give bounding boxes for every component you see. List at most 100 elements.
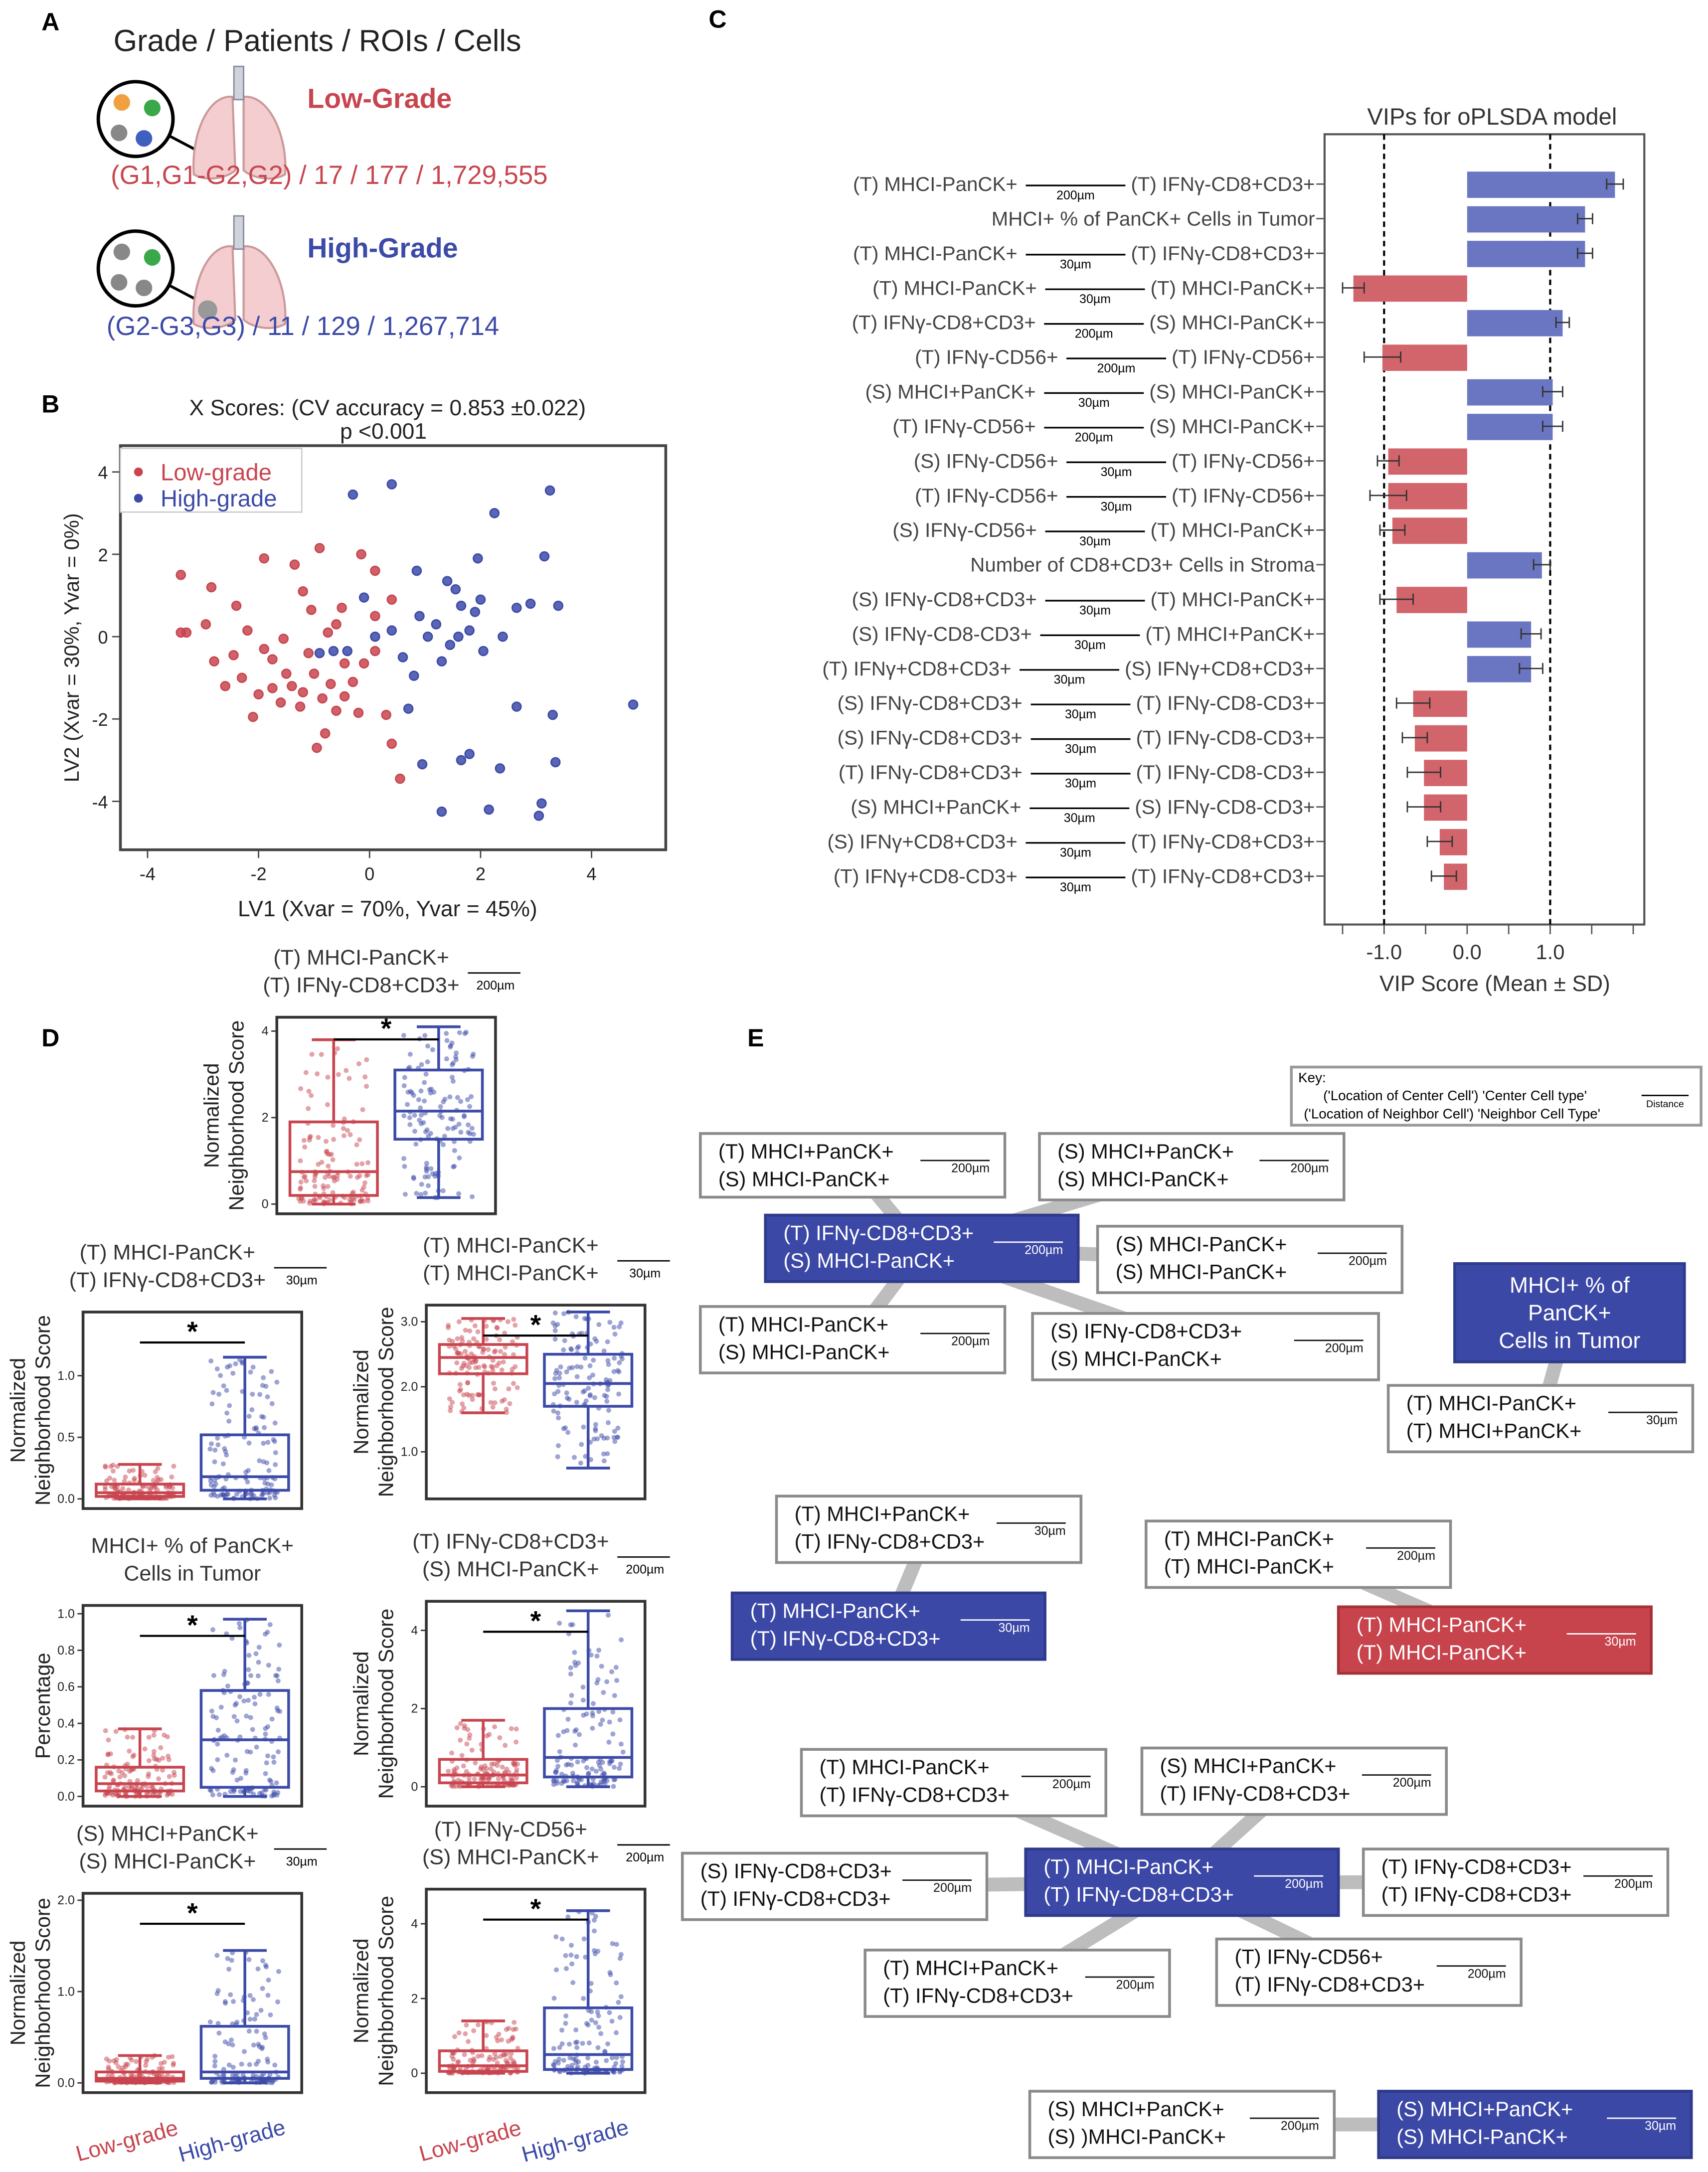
data-point-high — [402, 1075, 407, 1080]
data-point-low — [365, 1172, 371, 1177]
node-line: (T) IFNγ-CD8+CD3+ — [794, 1530, 985, 1554]
data-point-low — [461, 1763, 466, 1769]
vip-label-distance: 30µm — [1079, 292, 1111, 306]
scatter-legend — [120, 448, 303, 513]
data-point-low — [463, 2031, 468, 2036]
data-point-high — [271, 1789, 277, 1795]
low-grade-stats: (G1,G1-G2,G2) / 17 / 177 / 1,729,555 — [111, 161, 547, 190]
data-point-high — [578, 1364, 584, 1370]
data-point-high — [617, 1360, 622, 1365]
data-point-high — [250, 1391, 255, 1397]
data-point-high — [568, 1665, 573, 1671]
significance-star: * — [187, 1316, 198, 1347]
data-point-high — [586, 1385, 591, 1391]
data-point-low — [506, 1386, 512, 1392]
vip-label-distance: 200µm — [1075, 327, 1113, 340]
data-point-low — [511, 2058, 516, 2064]
data-point-low — [330, 1157, 336, 1163]
data-point-high — [620, 1749, 626, 1755]
data-point-high — [470, 1194, 475, 1199]
data-point-low — [354, 1142, 359, 1148]
data-point-high — [263, 1771, 268, 1776]
vip-label-left: (T) IFNγ+CD8-CD3+ — [834, 865, 1018, 887]
box-distance: 30µm — [286, 1854, 318, 1868]
data-point-high — [214, 1366, 220, 1371]
data-point-low — [448, 1404, 453, 1410]
data-point-low — [151, 1753, 157, 1758]
data-point-high — [554, 1778, 559, 1784]
box-frame — [81, 1604, 304, 1808]
data-point-high — [552, 1328, 558, 1334]
data-point-low — [308, 1134, 313, 1139]
data-point-low — [463, 1363, 469, 1368]
data-point-high — [563, 1953, 568, 1958]
data-point-high — [271, 1754, 276, 1760]
vip-label-right: (T) IFNγ-CD8-CD3+ — [1136, 692, 1315, 714]
data-point-low — [354, 1162, 359, 1167]
scatter-point-low — [386, 594, 397, 605]
data-point-high — [229, 1636, 235, 1641]
data-point-high — [274, 1379, 280, 1385]
data-point-high — [423, 1129, 428, 1135]
data-point-high — [610, 1709, 616, 1715]
data-point-low — [143, 2063, 149, 2068]
data-point-low — [106, 1737, 111, 1743]
scatter-point-high — [386, 479, 397, 490]
data-point-high — [573, 1314, 579, 1320]
data-point-high — [269, 1369, 274, 1374]
data-point-high — [226, 1967, 232, 1972]
box-ylabel-line2: Percentage — [31, 1653, 54, 1759]
y-tick-label: 0.0 — [57, 1790, 75, 1804]
data-point-high — [409, 1090, 415, 1096]
trachea-icon — [233, 215, 245, 250]
node-line: (T) MHCI-PanCK+ — [718, 1313, 889, 1337]
data-point-high — [273, 1495, 278, 1501]
data-point-low — [331, 1137, 337, 1142]
vip-bar — [1467, 171, 1615, 198]
data-point-low — [127, 1748, 132, 1754]
data-point-low — [341, 1126, 346, 1131]
node-line: Cells in Tumor — [1499, 1330, 1641, 1354]
network-node: (T) MHCI-PanCK+ (S) MHCI-PanCK+ 200µm — [699, 1305, 1007, 1374]
data-point-high — [252, 2016, 258, 2022]
data-point-low — [343, 1068, 349, 1073]
data-point-high — [241, 1698, 247, 1704]
data-point-high — [267, 1622, 273, 1627]
data-point-low — [364, 1057, 369, 1062]
data-point-low — [460, 1338, 465, 1344]
node-line: (S) MHCI-PanCK+ — [1115, 1233, 1287, 1257]
data-point-low — [459, 1753, 465, 1758]
network-node-blue: MHCI+ % of PanCK+ Cells in Tumor — [1453, 1262, 1686, 1363]
scatter-point-low — [303, 648, 314, 659]
y-tick-label: 0.8 — [57, 1644, 75, 1658]
data-point-low — [499, 2037, 504, 2043]
data-point-low — [127, 1468, 132, 1474]
network-node: (T) IFNγ-CD8+CD3+ (T) IFNγ-CD8+CD3+ 200µm — [1362, 1847, 1670, 1917]
data-point-high — [210, 2079, 215, 2084]
data-point-low — [359, 1187, 365, 1193]
data-point-high — [611, 1369, 617, 1374]
data-point-high — [590, 1710, 595, 1716]
box-distance: 200µm — [476, 979, 514, 993]
data-point-high — [243, 1469, 249, 1475]
y-tick-label: -2 — [92, 709, 108, 730]
network-node-blue: (T) MHCI-PanCK+ (T) IFNγ-CD8+CD3+ 200µm — [1024, 1847, 1340, 1917]
data-point-high — [212, 1447, 218, 1453]
scatter-point-high — [533, 811, 544, 821]
node-line: (T) IFNγ-CD8+CD3+ — [883, 1985, 1074, 2008]
node-line: (T) MHCI+PanCK+ — [883, 1957, 1059, 1981]
scatter-point-low — [356, 549, 366, 560]
data-point-low — [513, 1726, 519, 1732]
data-point-high — [265, 1481, 271, 1487]
data-point-high — [568, 1952, 574, 1958]
data-point-high — [455, 1095, 460, 1100]
data-point-high — [593, 2020, 598, 2025]
node-distance: 200µm — [1436, 1965, 1506, 1982]
data-point-high — [555, 1764, 561, 1769]
data-point-high — [211, 1673, 216, 1678]
data-point-high — [596, 1709, 602, 1714]
data-point-low — [104, 1478, 109, 1484]
scatter-point-high — [403, 703, 414, 714]
vip-label-distance: 200µm — [1075, 431, 1113, 445]
